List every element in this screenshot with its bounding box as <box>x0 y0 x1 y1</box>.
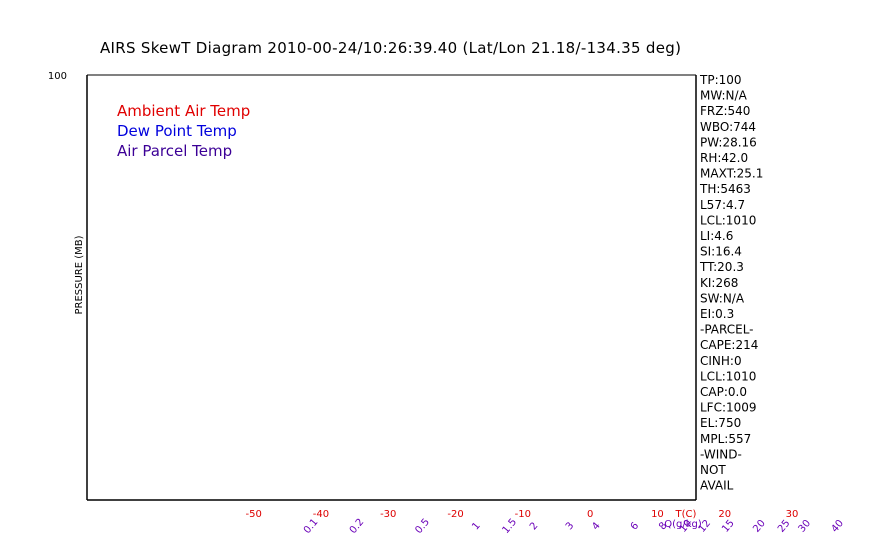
stat-entry: MPL:557 <box>700 432 751 446</box>
stat-entry: EI:0.3 <box>700 307 734 321</box>
stat-entry: RH:42.0 <box>700 151 748 165</box>
stat-entry: PW:28.16 <box>700 135 757 149</box>
legend-label: Air Parcel Temp <box>117 142 232 160</box>
stat-entry: WBO:744 <box>700 120 756 134</box>
mixing-ratio-tick-label: 4 <box>590 520 603 532</box>
stat-entry: TP:100 <box>699 73 742 87</box>
bottom-temp-tick-label: -10 <box>515 509 531 520</box>
stat-entry: LFC:1009 <box>700 401 757 415</box>
legend-label: Dew Point Temp <box>117 122 237 140</box>
stat-entry: LI:4.6 <box>700 229 733 243</box>
stat-entry: KI:268 <box>700 276 738 290</box>
mixing-ratio-unit: Q(g/kg) <box>664 519 702 530</box>
mixing-ratio-tick-label: 0.5 <box>413 517 432 536</box>
mixing-ratio-tick-label: 3 <box>564 520 577 532</box>
stat-entry: CINH:0 <box>700 354 742 368</box>
stat-entry: EL:750 <box>700 416 741 430</box>
stat-entry: LCL:1010 <box>700 369 756 383</box>
stat-entry: CAPE:214 <box>700 338 758 352</box>
mixing-ratio-tick-label: 25 <box>776 518 793 535</box>
mixing-ratio-tick-label: 15 <box>720 518 737 535</box>
stat-entry: FRZ:540 <box>700 104 750 118</box>
stat-entry: AVAIL <box>700 479 734 493</box>
stat-entry: L57:4.7 <box>700 198 745 212</box>
mixing-ratio-tick-label: 40 <box>829 518 846 535</box>
stat-entry: SW:N/A <box>700 291 745 305</box>
stat-entry: MW:N/A <box>700 89 748 103</box>
pressure-tick-label: 100 <box>48 71 67 82</box>
stat-entry: CAP:0.0 <box>700 385 747 399</box>
bottom-temp-tick-label: 30 <box>786 509 799 520</box>
stat-entry: SI:16.4 <box>700 245 742 259</box>
mixing-ratio-tick-label: 0.2 <box>348 517 367 536</box>
stat-entry: -WIND- <box>700 447 742 461</box>
legend: Ambient Air Temp Dew Point Temp Air Parcel… <box>117 102 250 160</box>
legend-label: Ambient Air Temp <box>117 102 250 120</box>
bottom-temp-tick-label: 10 <box>651 509 664 520</box>
mixing-ratio-tick-label: 20 <box>751 518 768 535</box>
stat-entry: LCL:1010 <box>700 213 756 227</box>
bottom-temp-tick-label: -40 <box>313 509 329 520</box>
stat-entry: TT:20.3 <box>699 260 744 274</box>
mixing-ratio-tick-label: 30 <box>796 518 813 535</box>
stat-entry: MAXT:25.1 <box>700 167 763 181</box>
bottom-temp-unit: T(C) <box>675 509 697 520</box>
mixing-ratio-tick-label: 2 <box>528 520 541 532</box>
stat-entry: -PARCEL- <box>700 323 754 337</box>
stat-entry: TH:5463 <box>699 182 751 196</box>
y-axis-label: PRESSURE (MB) <box>74 235 85 314</box>
bottom-temp-tick-label: -30 <box>380 509 396 520</box>
stat-entry: NOT <box>700 463 726 477</box>
bottom-temp-tick-label: 20 <box>718 509 731 520</box>
mixing-ratio-tick-label: 8 <box>657 520 670 532</box>
chart-title: AIRS SkewT Diagram 2010-00-24/10:26:39.4… <box>100 39 681 57</box>
mixing-ratio-tick-label: 1 <box>470 520 483 532</box>
bottom-temp-tick-label: -20 <box>447 509 463 520</box>
mixing-ratio-tick-label: 6 <box>629 520 642 532</box>
bottom-temp-tick-label: -50 <box>245 509 261 520</box>
bottom-temp-tick-label: 0 <box>587 509 593 520</box>
